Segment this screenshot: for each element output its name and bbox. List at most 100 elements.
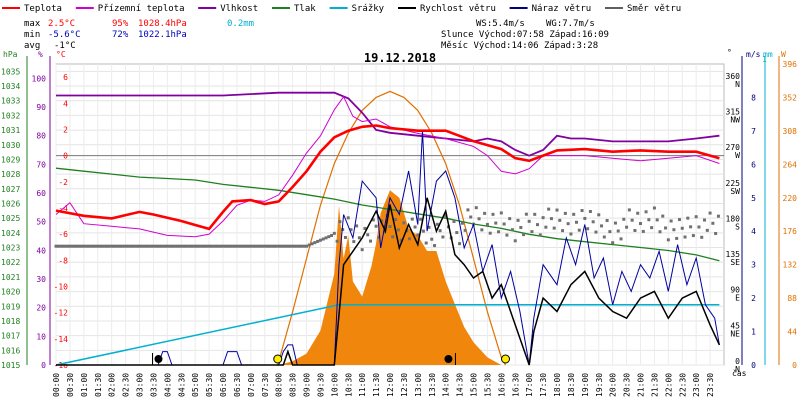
plot-area xyxy=(54,90,721,366)
wind-direction-dot xyxy=(402,221,406,225)
dir-tick-deg: 180 xyxy=(726,214,741,223)
wind-direction-dot xyxy=(466,208,470,212)
wind-gust-line xyxy=(56,130,720,366)
wind-direction-dot xyxy=(366,233,370,237)
dir-tick-dir: SE xyxy=(730,258,740,267)
x-tick-label: 18:00 xyxy=(553,373,562,397)
wind-direction-dot xyxy=(444,214,448,218)
x-tick-label: 11:00 xyxy=(358,373,367,397)
wind-direction-dot xyxy=(104,244,108,248)
x-tick-label: 01:00 xyxy=(80,373,89,397)
hpa-tick-label: 1020 xyxy=(1,288,20,297)
wind-direction-dot xyxy=(168,244,172,248)
stat-min-temp: -5.6°C xyxy=(48,30,81,40)
wind-direction-dot xyxy=(307,243,311,247)
wind-direction-dot xyxy=(505,233,509,237)
wm-tick-label: 0 xyxy=(792,361,797,370)
legend-label: Tlak xyxy=(294,4,316,14)
hpa-tick-label: 1022 xyxy=(1,258,20,267)
wind-direction-dot xyxy=(703,218,707,222)
x-tick-label: 11:30 xyxy=(372,373,381,397)
wind-direction-dot xyxy=(519,225,523,229)
wind-direction-dot xyxy=(516,218,520,222)
wind-direction-dot xyxy=(569,232,573,236)
temp-tick-label: 6 xyxy=(63,73,68,82)
wind-direction-dot xyxy=(371,218,375,222)
hpa-tick-label: 1033 xyxy=(1,97,20,106)
wind-direction-dot xyxy=(369,239,373,243)
x-tick-label: 08:30 xyxy=(289,373,298,397)
dir-tick-dir: E xyxy=(735,294,740,303)
wind-direction-dot xyxy=(594,230,598,234)
dir-tick-dir: N xyxy=(735,80,740,89)
pct-tick-label: 70 xyxy=(36,160,46,169)
wind-direction-dot xyxy=(421,229,425,233)
wind-direction-dot xyxy=(165,244,169,248)
legend-label: Přízemní teplota xyxy=(98,4,185,14)
x-tick-label: 22:30 xyxy=(678,373,687,397)
stat-avg-label: avg xyxy=(24,41,40,51)
wind-direction-dot xyxy=(396,228,400,232)
x-tick-label: 21:00 xyxy=(637,373,646,397)
wind-direction-dot xyxy=(190,244,194,248)
dir-tick-deg: 270 xyxy=(726,143,741,152)
wind-direction-dot xyxy=(711,221,715,225)
wind-direction-dot xyxy=(54,244,58,248)
x-tick-label: 13:30 xyxy=(428,373,437,397)
x-tick-label: 16:30 xyxy=(511,373,520,397)
wind-direction-dot xyxy=(277,244,281,248)
wind-direction-dot xyxy=(441,235,445,239)
wind-direction-dot xyxy=(107,244,111,248)
wind-direction-dot xyxy=(346,216,350,220)
wm-tick-label: 176 xyxy=(783,227,798,236)
wind-direction-dot xyxy=(563,211,567,215)
wind-direction-dot xyxy=(399,238,403,242)
wind-direction-dot xyxy=(561,229,565,233)
x-tick-label: 09:00 xyxy=(303,373,312,397)
wind-direction-dot xyxy=(218,244,222,248)
wind-direction-dot xyxy=(352,240,356,244)
x-tick-label: 17:30 xyxy=(539,373,548,397)
wind-direction-dot xyxy=(143,244,147,248)
wind-direction-dot xyxy=(188,244,192,248)
wind-direction-dot xyxy=(458,242,462,246)
wind-direction-dot xyxy=(605,219,609,223)
wind-direction-dot xyxy=(600,224,604,228)
wind-direction-dot xyxy=(380,219,384,223)
wind-direction-dot xyxy=(185,244,189,248)
hpa-tick-label: 1027 xyxy=(1,185,20,194)
wind-direction-dot xyxy=(332,231,336,235)
wind-direction-dot xyxy=(664,226,668,230)
wind-direction-dot xyxy=(79,244,83,248)
moonset-marker xyxy=(154,355,163,363)
wind-direction-dot xyxy=(299,244,303,248)
wind-direction-dot xyxy=(68,244,72,248)
x-tick-label: 15:00 xyxy=(470,373,479,397)
wind-direction-dot xyxy=(129,244,133,248)
wind-direction-dot xyxy=(419,217,423,221)
moonrise-marker xyxy=(444,355,453,363)
wind-direction-dot xyxy=(588,209,592,213)
wind-direction-dot xyxy=(93,244,97,248)
hpa-tick-label: 1017 xyxy=(1,332,20,341)
wind-direction-dot xyxy=(499,211,503,215)
stat-max-press: 1028.4hPa xyxy=(138,19,187,29)
wind-direction-dot xyxy=(541,216,545,220)
wm-tick-label: 352 xyxy=(783,93,798,102)
x-tick-label: 15:30 xyxy=(483,373,492,397)
wind-direction-dot xyxy=(363,226,367,230)
wind-direction-dot xyxy=(85,244,89,248)
wind-direction-dot xyxy=(202,244,206,248)
hpa-tick-label: 1024 xyxy=(1,229,20,238)
clear-sky-curve xyxy=(277,90,507,366)
wind-direction-dot xyxy=(82,244,86,248)
chart-title: 19.12.2018 xyxy=(364,51,436,65)
wind-direction-dot xyxy=(193,244,197,248)
wind-direction-dot xyxy=(182,244,186,248)
hpa-tick-label: 1031 xyxy=(1,126,20,135)
wind-direction-dot xyxy=(204,244,208,248)
wind-direction-dot xyxy=(460,221,464,225)
wind-direction-dot xyxy=(327,235,331,239)
axes: hPa% °C1035103410331032103110301029102810… xyxy=(1,48,797,397)
wind-direction-dot xyxy=(291,244,295,248)
